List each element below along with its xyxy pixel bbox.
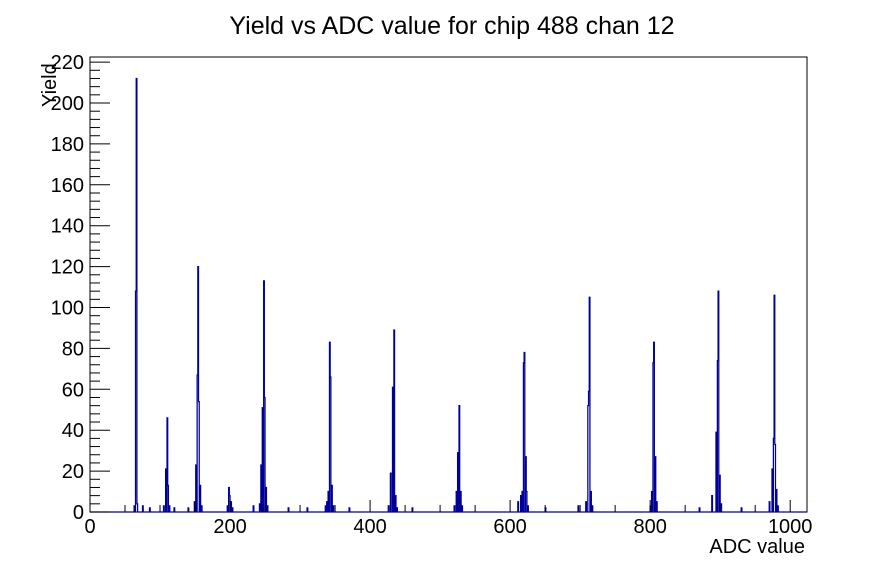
x-axis: 0 200 400 600 800 1000 [84,500,812,538]
x-tick-label: 800 [633,516,666,538]
y-tick-label: 160 [51,175,84,197]
y-tick-label: 220 [51,52,84,74]
y-tick-label: 140 [51,216,84,238]
x-tick-label: 200 [213,516,246,538]
x-tick-label: 600 [493,516,526,538]
x-axis-title: ADC value [709,536,805,558]
chart-title: Yield vs ADC value for chip 488 chan 12 [229,12,674,40]
y-tick-label: 60 [62,379,84,401]
y-tick-label: 120 [51,257,84,279]
y-axis: 0 20 40 60 80 100 120 140 160 180 200 220 [51,52,110,524]
y-tick-label: 0 [73,502,84,524]
histogram-series [90,77,807,513]
y-axis-title: Yield [39,63,61,107]
y-tick-label: 40 [62,420,84,442]
x-tick-label: 0 [84,516,95,538]
y-tick-label: 20 [62,461,84,483]
y-tick-label: 180 [51,134,84,156]
y-tick-label: 100 [51,298,84,320]
x-tick-label: 1000 [768,516,813,538]
y-tick-label: 200 [51,93,84,115]
x-tick-label: 400 [353,516,386,538]
y-tick-label: 80 [62,338,84,360]
